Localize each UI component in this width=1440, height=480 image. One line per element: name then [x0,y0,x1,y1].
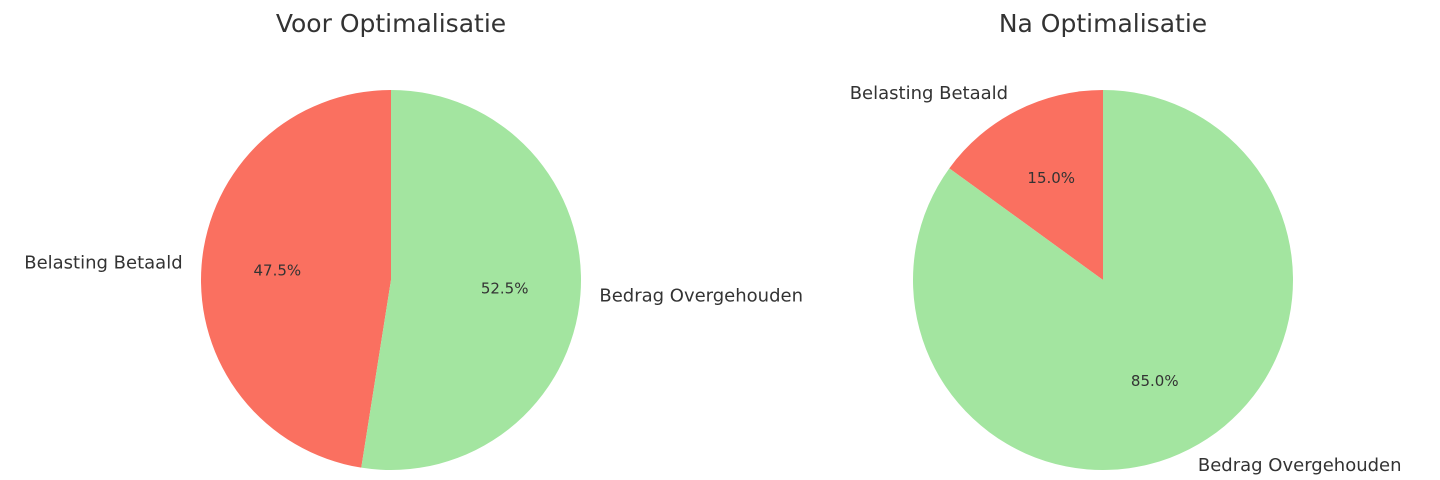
chart-title: Voor Optimalisatie [276,9,506,38]
pie-slice [913,90,1294,470]
slice-label: Belasting Betaald [850,83,1008,104]
chart-title: Na Optimalisatie [999,9,1207,38]
pie-slice [949,90,1103,280]
slice-percent: 52.5% [481,279,529,297]
pie-slice [200,90,391,468]
slice-label: Belasting Betaald [24,253,182,274]
slice-label: Bedrag Overgehouden [599,285,803,306]
slice-percent: 85.0% [1131,372,1179,390]
slice-percent: 47.5% [254,262,302,280]
pie-slice [361,90,581,470]
slice-label: Bedrag Overgehouden [1198,455,1402,476]
slice-percent: 15.0% [1027,169,1075,187]
